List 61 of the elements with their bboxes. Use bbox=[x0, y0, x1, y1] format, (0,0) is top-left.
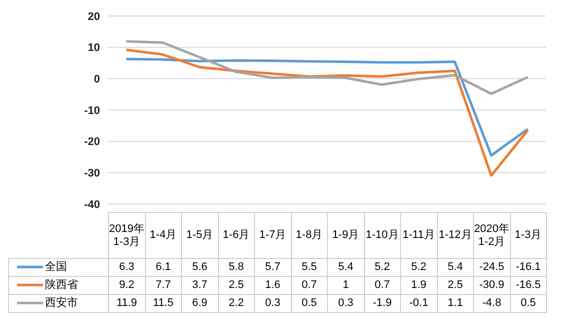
x-tick-label: 1-3月 bbox=[510, 212, 546, 258]
data-label: 0.5 bbox=[510, 294, 546, 312]
x-tick-label: 1-6月 bbox=[218, 212, 254, 258]
data-label: 5.2 bbox=[400, 258, 437, 276]
data-label: 6.1 bbox=[145, 258, 182, 276]
x-tick-label: 1-9月 bbox=[328, 212, 364, 258]
data-label: 5.4 bbox=[328, 258, 364, 276]
x-tick-label: 1-4月 bbox=[145, 212, 182, 258]
x-tick-label: 1-12月 bbox=[437, 212, 474, 258]
x-tick-label: 1-8月 bbox=[291, 212, 328, 258]
data-label: 7.7 bbox=[145, 276, 182, 294]
data-label: 0.7 bbox=[364, 276, 400, 294]
legend-label: 全国 bbox=[45, 261, 67, 273]
data-label: 9.2 bbox=[108, 276, 145, 294]
data-label: -0.1 bbox=[400, 294, 437, 312]
y-tick-label: 20 bbox=[88, 10, 100, 23]
legend-label: 陕西省 bbox=[45, 279, 78, 291]
x-tick-label: 1-11月 bbox=[400, 212, 437, 258]
data-label: 5.8 bbox=[218, 258, 254, 276]
y-tick-label: -30 bbox=[84, 168, 100, 180]
line-series bbox=[125, 48, 529, 177]
data-label: -4.8 bbox=[474, 294, 510, 312]
line-series bbox=[125, 40, 529, 95]
data-label: 1 bbox=[328, 276, 364, 294]
data-label: -24.5 bbox=[474, 258, 510, 276]
data-label: 2.2 bbox=[218, 294, 254, 312]
y-tick-label: -10 bbox=[84, 104, 100, 117]
x-tick-label: 1-5月 bbox=[182, 212, 218, 258]
data-label: 6.3 bbox=[108, 258, 145, 276]
data-label: 11.5 bbox=[145, 294, 182, 312]
data-label: 0.3 bbox=[328, 294, 364, 312]
data-label: 5.2 bbox=[364, 258, 400, 276]
data-label: 5.7 bbox=[254, 258, 291, 276]
data-label: 5.5 bbox=[291, 258, 328, 276]
data-label: 5.6 bbox=[182, 258, 218, 276]
data-label: 2.5 bbox=[437, 276, 474, 294]
data-label: -16.1 bbox=[510, 258, 546, 276]
data-label: 2.5 bbox=[218, 276, 254, 294]
x-tick-label: 1-10月 bbox=[364, 212, 400, 258]
data-label: -16.5 bbox=[510, 276, 546, 294]
y-tick-label: -40 bbox=[84, 198, 100, 211]
data-label: 0.7 bbox=[291, 276, 328, 294]
x-tick-label: 2020年1-2月 bbox=[474, 212, 510, 258]
data-label: 1.6 bbox=[254, 276, 291, 294]
data-label: -30.9 bbox=[474, 276, 510, 294]
data-label: 6.9 bbox=[182, 294, 218, 312]
line-series bbox=[125, 58, 529, 157]
legend-label: 西安市 bbox=[45, 297, 78, 309]
data-label: -1.9 bbox=[364, 294, 400, 312]
data-label: 0.5 bbox=[291, 294, 328, 312]
data-label: 1.1 bbox=[437, 294, 474, 312]
y-tick-label: 10 bbox=[88, 42, 100, 54]
y-tick-label: 0 bbox=[94, 74, 100, 86]
data-label: 0.3 bbox=[254, 294, 291, 312]
data-label: 11.9 bbox=[108, 294, 145, 312]
x-tick-label: 2019年1-3月 bbox=[108, 212, 145, 258]
x-tick-label: 1-7月 bbox=[254, 212, 291, 258]
data-label: 5.4 bbox=[437, 258, 474, 276]
data-label: 1.9 bbox=[400, 276, 437, 294]
y-tick-label: -20 bbox=[84, 136, 100, 148]
data-label: 3.7 bbox=[182, 276, 218, 294]
